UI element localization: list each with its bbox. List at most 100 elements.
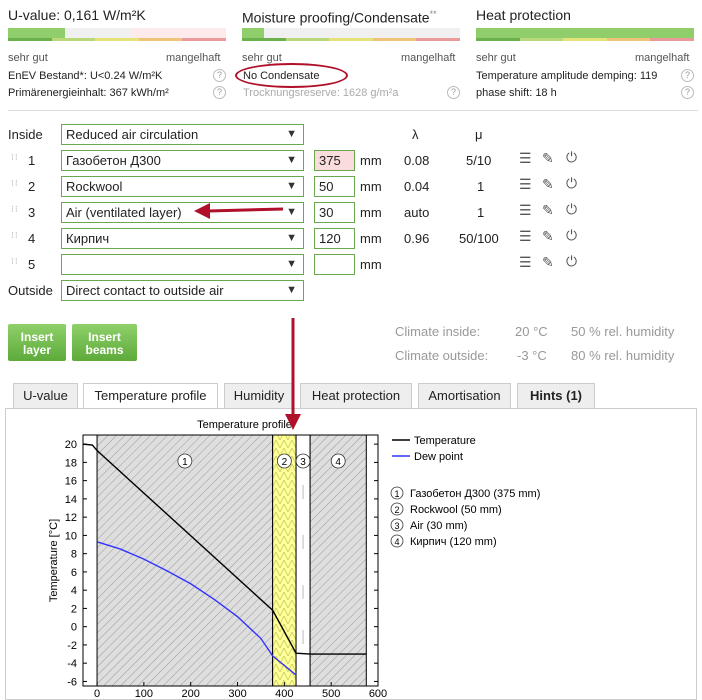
layer-material-select[interactable]: Газобетон Д300 ▼: [61, 150, 304, 171]
edit-icon[interactable]: ✎: [542, 176, 554, 192]
tab-u-value[interactable]: U-value: [13, 383, 78, 408]
help-icon[interactable]: ?: [213, 86, 226, 99]
power-icon[interactable]: ⏻: [566, 201, 578, 217]
inside-label: Inside: [8, 127, 43, 142]
tab-temperature-profile[interactable]: Temperature profile: [83, 383, 218, 409]
edit-icon[interactable]: ✎: [542, 254, 554, 270]
uvalue-title: U-value: 0,161 W/m²K: [8, 7, 146, 23]
layer-mu: 1: [477, 179, 485, 194]
tab-heat-protection[interactable]: Heat protection: [300, 383, 412, 408]
heat-title: Heat protection: [476, 7, 571, 23]
edit-icon[interactable]: ✎: [542, 228, 554, 244]
tab-humidity[interactable]: Humidity: [224, 383, 294, 408]
layer-band: [96, 434, 274, 687]
moisture-rating-scale: [242, 38, 460, 41]
layer-band: [295, 434, 311, 687]
menu-icon[interactable]: ☰: [519, 150, 532, 166]
drag-handle-icon[interactable]: ⁝⁝: [11, 256, 19, 266]
legend-layer-marker: [390, 534, 404, 548]
dropdown-arrow-icon: ▼: [286, 232, 297, 244]
power-icon[interactable]: ⏻: [566, 227, 578, 243]
layer-material-select[interactable]: Кирпич ▼: [61, 228, 304, 249]
y-tick-label: 8: [71, 549, 77, 561]
y-tick-label: 6: [71, 567, 77, 579]
climate-outside-humidity[interactable]: 80 % rel. humidity: [571, 348, 675, 363]
climate-outside-temp[interactable]: -3 °C: [517, 348, 547, 363]
menu-icon[interactable]: ☰: [519, 202, 532, 218]
inside-condition-select[interactable]: Reduced air circulation ▼: [61, 124, 304, 145]
layer-marker-label: 2: [282, 457, 288, 468]
x-tick-label: 300: [228, 688, 246, 700]
layer-mu: 1: [477, 205, 485, 220]
layer-thickness-input[interactable]: 120: [314, 228, 355, 249]
layer-thickness-input[interactable]: 375: [314, 150, 355, 171]
amplitude-text: Temperature amplitude demping: 119: [476, 70, 658, 82]
legend-label: Temperature: [414, 435, 476, 447]
edit-icon[interactable]: ✎: [542, 150, 554, 166]
help-icon[interactable]: ?: [681, 86, 694, 99]
menu-icon[interactable]: ☰: [519, 176, 532, 192]
x-tick-label: 600: [369, 688, 387, 700]
x-tick-label: 200: [182, 688, 200, 700]
moisture-good-label: sehr gut: [242, 52, 282, 64]
legend-layer-number: 2: [394, 505, 399, 515]
drag-handle-icon[interactable]: ⁝⁝: [11, 230, 19, 240]
primary-energy-text: Primärenergieinhalt: 367 kWh/m²: [8, 87, 169, 99]
power-icon[interactable]: ⏻: [566, 175, 578, 191]
climate-inside-temp[interactable]: 20 °C: [515, 324, 548, 339]
drag-handle-icon[interactable]: ⁝⁝: [11, 152, 19, 162]
dropdown-arrow-icon: ▼: [286, 258, 297, 270]
annotation-arrowhead: [194, 203, 210, 219]
drag-handle-icon[interactable]: ⁝⁝: [11, 178, 19, 188]
annotation-arrowhead: [285, 414, 301, 430]
help-icon[interactable]: ?: [213, 69, 226, 82]
help-icon[interactable]: ?: [681, 69, 694, 82]
dropdown-arrow-icon: ▼: [286, 128, 297, 140]
moisture-bad-label: mangelhaft: [401, 52, 456, 64]
layer-number: 4: [28, 231, 36, 246]
layer-marker: [330, 453, 346, 469]
climate-outside-label: Climate outside:: [395, 348, 489, 363]
outside-condition-select[interactable]: Direct contact to outside air ▼: [61, 280, 304, 301]
y-tick-label: -4: [67, 658, 77, 670]
outside-label: Outside: [8, 283, 53, 298]
edit-icon[interactable]: ✎: [542, 202, 554, 218]
power-icon[interactable]: ⏻: [566, 253, 578, 269]
dropdown-arrow-icon: ▼: [286, 206, 297, 218]
climate-inside-label: Climate inside:: [395, 324, 481, 339]
annotation-circle: [235, 63, 348, 88]
layer-thickness-input[interactable]: 30: [314, 202, 355, 223]
layer-marker-label: 3: [300, 457, 306, 468]
divider: [8, 110, 698, 111]
power-icon[interactable]: ⏻: [566, 149, 578, 165]
layer-material-select[interactable]: Rockwool ▼: [61, 176, 304, 197]
insert-beams-button[interactable]: Insert beams: [72, 324, 137, 361]
menu-icon[interactable]: ☰: [519, 254, 532, 270]
y-tick-label: 14: [65, 494, 77, 506]
climate-inside-humidity[interactable]: 50 % rel. humidity: [571, 324, 675, 339]
layer-material-select[interactable]: ▼: [61, 254, 304, 275]
drag-handle-icon[interactable]: ⁝⁝: [11, 204, 19, 214]
moisture-footnote-mark: **: [429, 9, 437, 19]
layer-marker-label: 1: [182, 457, 188, 468]
layer-number: 2: [28, 179, 36, 194]
tab-amortisation[interactable]: Amortisation: [418, 383, 511, 408]
legend-layer-marker: [390, 502, 404, 516]
layer-material-select[interactable]: Air (ventilated layer) ▼: [61, 202, 304, 223]
y-tick-label: 18: [65, 457, 77, 469]
unit-label: mm: [360, 257, 382, 272]
layer-thickness-input[interactable]: 50: [314, 176, 355, 197]
x-tick-label: 500: [322, 688, 340, 700]
heat-rating-scale: [476, 38, 694, 41]
heat-rating-bar: [476, 28, 694, 41]
y-tick-label: 4: [71, 585, 77, 597]
insert-layer-button[interactable]: Insert layer: [8, 324, 66, 361]
help-icon[interactable]: ?: [447, 86, 460, 99]
menu-icon[interactable]: ☰: [519, 228, 532, 244]
layer-thickness-input[interactable]: [314, 254, 355, 275]
uvalue-rating-bar: [8, 28, 226, 41]
tab-hints[interactable]: Hints (1): [517, 383, 595, 408]
chart-title: Temperature profile: [197, 419, 292, 431]
inside-condition-value: Reduced air circulation: [66, 127, 199, 142]
